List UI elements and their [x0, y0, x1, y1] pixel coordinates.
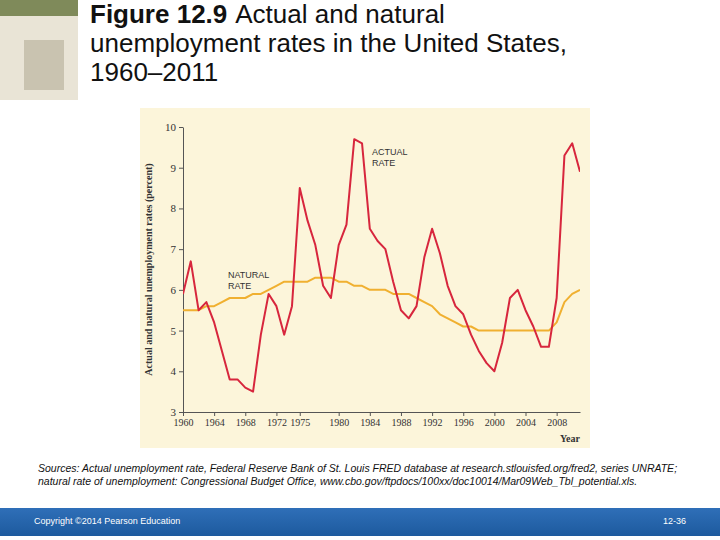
x-tick-mark	[401, 412, 402, 416]
y-tick-mark	[179, 168, 183, 169]
x-tick-mark	[276, 412, 277, 416]
x-tick: 1992	[423, 412, 443, 428]
x-tick-label: 1984	[360, 417, 380, 428]
y-tick-mark	[179, 208, 183, 209]
series-label-line: NATURAL	[228, 270, 269, 280]
x-tick-mark	[432, 412, 433, 416]
y-tick: 9	[171, 162, 184, 174]
x-tick: 1996	[454, 412, 474, 428]
y-axis-line	[183, 128, 184, 413]
x-tick: 1968	[236, 412, 256, 428]
x-tick: 1964	[205, 412, 225, 428]
x-tick-mark	[494, 412, 495, 416]
footer-bar: Copyright ©2014 Pearson Education 12-36	[0, 508, 720, 536]
y-tick-label: 9	[171, 162, 177, 174]
plot-area	[183, 139, 580, 391]
y-tick-mark	[179, 371, 183, 372]
x-tick-label: 2008	[547, 417, 567, 428]
sources-note: Sources: Actual unemployment rate, Feder…	[38, 462, 688, 488]
x-tick-label: 1964	[205, 417, 225, 428]
x-tick-mark	[557, 412, 558, 416]
y-tick: 5	[171, 325, 184, 337]
y-tick-mark	[179, 412, 183, 413]
y-tick-label: 5	[171, 325, 177, 337]
y-tick: 7	[171, 243, 184, 255]
x-tick-label: 1972	[267, 417, 287, 428]
y-tick-label: 4	[171, 365, 177, 377]
x-tick-label: 1960	[174, 417, 194, 428]
x-tick-mark	[214, 412, 215, 416]
x-tick-label: 2000	[485, 417, 505, 428]
x-tick: 2000	[485, 412, 505, 428]
series-label: NATURALRATE	[228, 270, 269, 291]
y-tick-label: 7	[171, 243, 177, 255]
x-tick: 1972	[267, 412, 287, 428]
x-tick-mark	[370, 412, 371, 416]
x-tick: 1980	[329, 412, 349, 428]
series-label-line: RATE	[228, 281, 251, 291]
y-axis-title: Actual and natural unemployment rates (p…	[143, 163, 155, 375]
y-tick-mark	[179, 331, 183, 332]
series-label: ACTUALRATE	[372, 147, 408, 168]
chart-panel	[140, 108, 590, 448]
y-tick-label: 6	[171, 284, 177, 296]
x-axis-title: Year	[560, 433, 581, 444]
series-label-line: ACTUAL	[372, 147, 408, 157]
x-tick-mark	[183, 412, 184, 416]
x-axis: 1960 1964 1968 19721975 1980 1984 1988 1992 1996…	[174, 412, 581, 428]
y-tick: 4	[171, 365, 184, 377]
figure-number: Figure 12.9	[90, 0, 227, 29]
x-tick-label: 1996	[454, 417, 474, 428]
y-tick: 10	[165, 121, 183, 133]
book-cover	[0, 0, 78, 100]
x-tick: 1984	[360, 412, 380, 428]
y-tick-mark	[179, 127, 183, 128]
cover-art	[24, 40, 64, 90]
x-tick-label: 1980	[329, 417, 349, 428]
y-tick-mark	[179, 249, 183, 250]
x-tick-label: 1992	[423, 417, 443, 428]
x-tick-mark	[339, 412, 340, 416]
x-tick-label: 1968	[236, 417, 256, 428]
x-axis-line	[184, 412, 581, 413]
y-tick-mark	[179, 290, 183, 291]
y-axis: 345678910	[165, 121, 184, 418]
copyright: Copyright ©2014 Pearson Education	[34, 516, 180, 526]
x-tick-label: 2004	[516, 417, 536, 428]
page-number: 12-36	[663, 516, 686, 526]
x-tick: 2004	[516, 412, 536, 428]
series-line	[183, 139, 580, 391]
slide-title: Figure 12.9Actual and natural unemployme…	[90, 0, 595, 87]
x-tick-label: 1988	[391, 417, 411, 428]
series-label-line: RATE	[372, 158, 395, 168]
y-tick: 8	[171, 202, 184, 214]
x-tick-mark	[526, 412, 527, 416]
x-tick-mark	[463, 412, 464, 416]
x-tick-label: 1975	[290, 417, 310, 428]
x-tick-mark	[245, 412, 246, 416]
cover-band	[0, 0, 78, 16]
y-tick-label: 10	[165, 121, 177, 133]
x-tick: 1975	[290, 412, 310, 428]
x-tick: 1988	[391, 412, 411, 428]
x-tick-mark	[300, 412, 301, 416]
x-tick: 1960	[174, 412, 194, 428]
series-line	[183, 278, 580, 331]
cover-page	[0, 0, 78, 100]
x-tick: 2008	[547, 412, 567, 428]
y-tick-label: 8	[171, 202, 177, 214]
y-tick: 6	[171, 284, 184, 296]
